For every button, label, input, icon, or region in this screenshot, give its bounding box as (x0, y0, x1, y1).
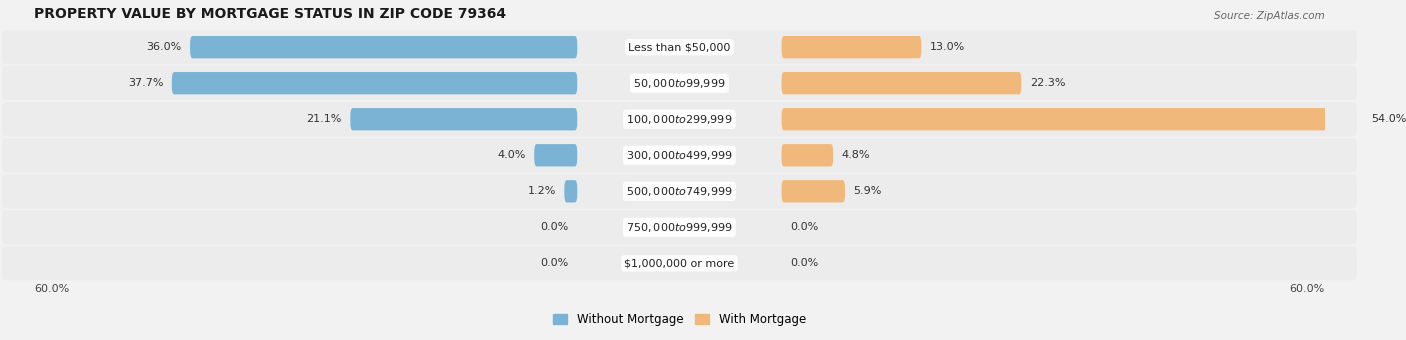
FancyBboxPatch shape (782, 72, 1021, 95)
Legend: Without Mortgage, With Mortgage: Without Mortgage, With Mortgage (548, 308, 811, 331)
FancyBboxPatch shape (782, 144, 834, 167)
Text: 21.1%: 21.1% (307, 114, 342, 124)
FancyBboxPatch shape (350, 108, 578, 131)
FancyBboxPatch shape (534, 144, 578, 167)
Text: 22.3%: 22.3% (1031, 78, 1066, 88)
FancyBboxPatch shape (172, 72, 578, 95)
FancyBboxPatch shape (1, 66, 1357, 100)
Text: $750,000 to $999,999: $750,000 to $999,999 (626, 221, 733, 234)
FancyBboxPatch shape (1, 102, 1357, 136)
Text: $50,000 to $99,999: $50,000 to $99,999 (633, 77, 725, 90)
Text: Source: ZipAtlas.com: Source: ZipAtlas.com (1213, 11, 1324, 21)
FancyBboxPatch shape (782, 180, 845, 202)
Text: 36.0%: 36.0% (146, 42, 181, 52)
FancyBboxPatch shape (1, 246, 1357, 280)
Text: 37.7%: 37.7% (128, 78, 163, 88)
Text: 0.0%: 0.0% (540, 258, 568, 268)
Text: 0.0%: 0.0% (790, 222, 818, 232)
Text: $1,000,000 or more: $1,000,000 or more (624, 258, 734, 268)
Text: 13.0%: 13.0% (929, 42, 966, 52)
Text: 4.8%: 4.8% (842, 150, 870, 160)
Text: Less than $50,000: Less than $50,000 (628, 42, 731, 52)
FancyBboxPatch shape (1, 138, 1357, 172)
Text: $300,000 to $499,999: $300,000 to $499,999 (626, 149, 733, 162)
Text: 1.2%: 1.2% (527, 186, 555, 196)
FancyBboxPatch shape (564, 180, 578, 202)
Text: 4.0%: 4.0% (498, 150, 526, 160)
Text: 54.0%: 54.0% (1371, 114, 1406, 124)
Text: 60.0%: 60.0% (1289, 284, 1324, 294)
FancyBboxPatch shape (1, 210, 1357, 244)
Text: 0.0%: 0.0% (790, 258, 818, 268)
Text: 60.0%: 60.0% (34, 284, 69, 294)
Text: PROPERTY VALUE BY MORTGAGE STATUS IN ZIP CODE 79364: PROPERTY VALUE BY MORTGAGE STATUS IN ZIP… (34, 7, 506, 21)
FancyBboxPatch shape (1, 174, 1357, 208)
Text: 5.9%: 5.9% (853, 186, 882, 196)
Text: 0.0%: 0.0% (540, 222, 568, 232)
FancyBboxPatch shape (782, 36, 921, 58)
FancyBboxPatch shape (782, 108, 1362, 131)
FancyBboxPatch shape (190, 36, 578, 58)
Text: $500,000 to $749,999: $500,000 to $749,999 (626, 185, 733, 198)
FancyBboxPatch shape (1, 30, 1357, 64)
Text: $100,000 to $299,999: $100,000 to $299,999 (626, 113, 733, 126)
